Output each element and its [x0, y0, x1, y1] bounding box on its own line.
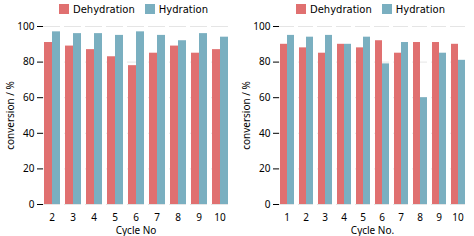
svg-text:60: 60	[259, 90, 271, 104]
svg-text:8: 8	[417, 210, 423, 224]
svg-text:80: 80	[23, 54, 35, 68]
svg-text:4: 4	[341, 210, 347, 224]
svg-text:40: 40	[23, 126, 35, 140]
html-text:Dehydration: Dehydration	[73, 3, 135, 15]
svg-text:conversion / %: conversion / %	[3, 81, 17, 150]
svg-text:5: 5	[360, 210, 366, 224]
svg-text:2: 2	[49, 210, 55, 224]
svg-text:7: 7	[154, 210, 160, 224]
svg-text:20: 20	[23, 161, 35, 175]
svg-text:80: 80	[259, 54, 271, 68]
svg-text:60: 60	[23, 90, 35, 104]
svg-text:0: 0	[265, 197, 271, 211]
svg-text:40: 40	[259, 126, 271, 140]
html-text:Hydration: Hydration	[395, 3, 445, 15]
svg-text:8: 8	[175, 210, 181, 224]
svg-text:2: 2	[303, 210, 309, 224]
svg-text:6: 6	[379, 210, 385, 224]
svg-text:20: 20	[259, 161, 271, 175]
svg-text:10: 10	[452, 210, 464, 224]
svg-text:5: 5	[112, 210, 118, 224]
svg-text:conversion / %: conversion / %	[239, 81, 253, 150]
svg-text:6: 6	[133, 210, 139, 224]
svg-text:1: 1	[284, 210, 290, 224]
html-text:Dehydration: Dehydration	[310, 3, 372, 15]
html-text:Hydration: Hydration	[158, 3, 208, 15]
svg-text:9: 9	[436, 210, 442, 224]
svg-text:Cycle No: Cycle No	[116, 223, 157, 236]
svg-text:10: 10	[214, 210, 226, 224]
svg-text:0: 0	[29, 197, 35, 211]
svg-text:3: 3	[70, 210, 76, 224]
svg-text:100: 100	[253, 19, 270, 33]
svg-text:9: 9	[196, 210, 202, 224]
svg-text:4: 4	[91, 210, 97, 224]
svg-text:7: 7	[398, 210, 404, 224]
svg-text:100: 100	[17, 19, 34, 33]
svg-text:3: 3	[322, 210, 328, 224]
svg-text:Cycle No.: Cycle No.	[351, 223, 394, 236]
